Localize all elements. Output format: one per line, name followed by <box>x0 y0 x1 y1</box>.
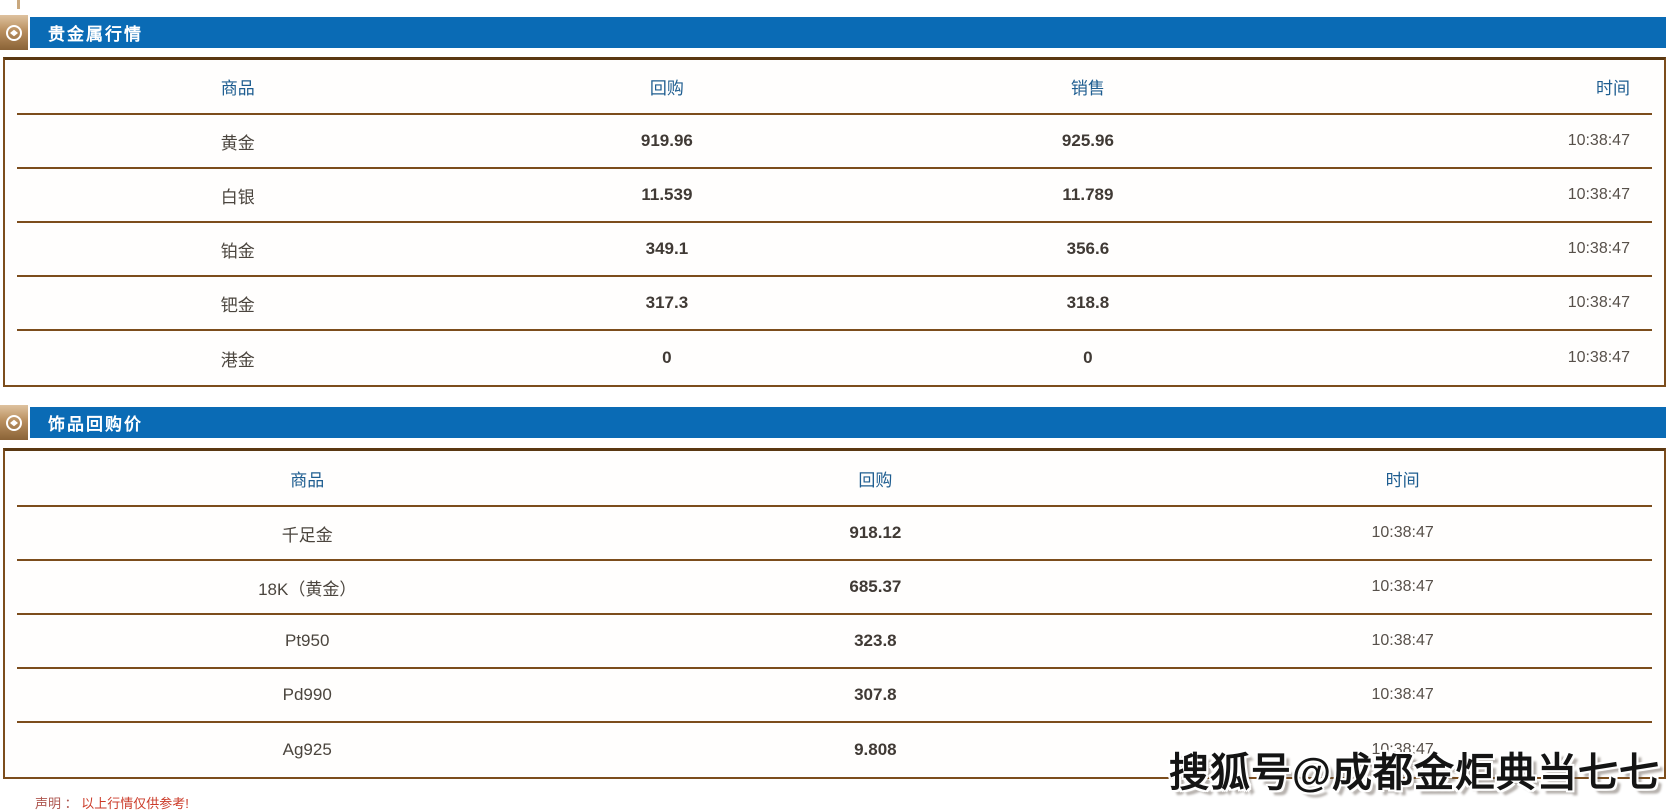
table-row-pure-gold: 千足金 918.12 10:38:47 <box>17 507 1652 561</box>
col-header-time: 时间 <box>1385 470 1420 490</box>
quote-time: 10:38:47 <box>1371 578 1434 595</box>
section-title-bar: 饰品回购价 <box>30 407 1666 438</box>
col-header-time: 时间 <box>1595 79 1630 98</box>
product-name: 港金 <box>220 350 255 370</box>
buyback-price: 11.539 <box>641 185 693 204</box>
product-name: Pd990 <box>282 685 332 704</box>
buyback-price: 349.1 <box>645 239 689 258</box>
product-name: 18K（黄金） <box>258 579 357 599</box>
sell-price: 318.8 <box>1066 293 1110 312</box>
product-name: Pt950 <box>284 631 330 650</box>
table-row-silver: 白银 11.539 11.789 10:38:47 <box>17 169 1652 223</box>
quote-time: 10:38:47 <box>1371 524 1434 541</box>
section-title-bar: 贵金属行情 <box>30 17 1666 48</box>
sell-price: 11.789 <box>1062 185 1114 204</box>
product-name: 钯金 <box>220 295 255 315</box>
col-header-product: 商品 <box>290 470 325 490</box>
table-header-row: 商品 回购 时间 <box>17 451 1652 507</box>
disclaimer-label: 声明 ： <box>35 796 78 811</box>
quote-time: 10:38:47 <box>1567 186 1630 203</box>
sohu-account-watermark: 搜狐号@成都金炬典当七七 <box>1168 751 1660 795</box>
table-row-hk-gold: 港金 0 0 10:38:47 <box>17 331 1652 385</box>
coin-emblem-icon-svg <box>6 414 22 431</box>
col-header-buyback: 回购 <box>858 470 893 490</box>
quote-time: 10:38:47 <box>1371 741 1434 758</box>
coin-emblem-icon <box>0 405 28 440</box>
product-name: 黄金 <box>220 133 255 153</box>
table-row-18k-gold: 18K（黄金） 685.37 10:38:47 <box>17 561 1652 615</box>
buyback-price: 0 <box>662 348 672 367</box>
buyback-price: 918.12 <box>849 523 902 542</box>
quote-time: 10:38:47 <box>1567 294 1630 311</box>
disclaimer: 声明 ： 以上行情仅供参考! <box>35 793 189 812</box>
sell-price: 356.6 <box>1066 239 1110 258</box>
section-header-jewelry: 饰品回购价 <box>0 405 1666 440</box>
buyback-price: 685.37 <box>849 577 902 596</box>
table-header-row: 商品 回购 销售 时间 <box>17 60 1652 115</box>
buyback-price: 317.3 <box>645 293 689 312</box>
jewelry-price-table: 商品 回购 时间 千足金 918.12 10:38:47 18K（黄金） 685… <box>3 448 1666 779</box>
col-header-sell: 销售 <box>1070 79 1105 98</box>
table-row-palladium: 钯金 317.3 318.8 10:38:47 <box>17 277 1652 331</box>
coin-emblem-icon <box>0 15 28 50</box>
section-title: 饰品回购价 <box>48 415 143 434</box>
quote-time: 10:38:47 <box>1567 132 1630 149</box>
table-row-gold: 黄金 919.96 925.96 10:38:47 <box>17 115 1652 169</box>
section-header-metals: 贵金属行情 <box>0 15 1666 50</box>
sell-price: 925.96 <box>1061 131 1114 150</box>
product-name: 千足金 <box>281 525 333 545</box>
product-name: 铂金 <box>220 241 255 261</box>
product-name: Ag925 <box>282 740 332 759</box>
quote-time: 10:38:47 <box>1371 686 1434 703</box>
table-row-pt950: Pt950 323.8 10:38:47 <box>17 615 1652 669</box>
buyback-price: 919.96 <box>640 131 693 150</box>
buyback-price: 9.808 <box>854 740 897 759</box>
quote-time: 10:38:47 <box>1567 349 1630 366</box>
quote-time: 10:38:47 <box>1567 240 1630 257</box>
coin-emblem-icon-svg <box>6 24 22 41</box>
table-row-platinum: 铂金 349.1 356.6 10:38:47 <box>17 223 1652 277</box>
col-header-buyback: 回购 <box>649 79 684 98</box>
buyback-price: 307.8 <box>854 685 897 704</box>
col-header-product: 商品 <box>220 79 255 98</box>
table-row-pd990: Pd990 307.8 10:38:47 <box>17 669 1652 723</box>
page-edge-tick <box>17 0 20 9</box>
table-row-ag925: Ag925 9.808 10:38:47 <box>17 723 1652 777</box>
metals-price-table: 商品 回购 销售 时间 黄金 919.96 925.96 10:38:47 白银… <box>3 57 1666 387</box>
disclaimer-text: 以上行情仅供参考! <box>81 796 189 811</box>
section-title: 贵金属行情 <box>48 25 143 44</box>
sell-price: 0 <box>1083 348 1093 367</box>
quote-time: 10:38:47 <box>1371 632 1434 649</box>
product-name: 白银 <box>220 187 255 207</box>
buyback-price: 323.8 <box>854 631 897 650</box>
